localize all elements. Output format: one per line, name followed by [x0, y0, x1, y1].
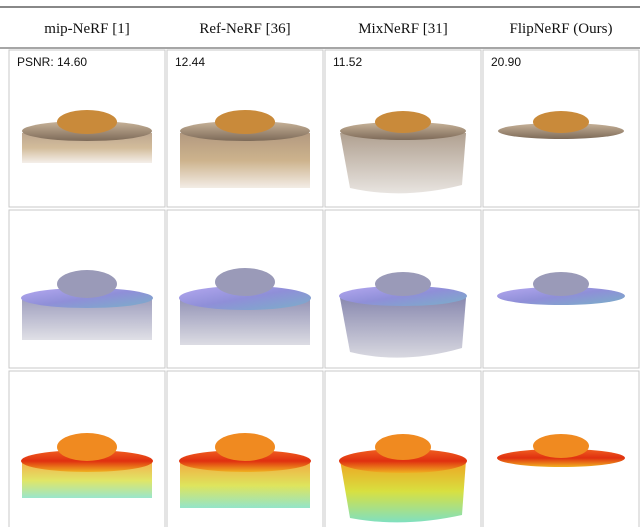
psnr-label: 20.90: [491, 55, 521, 69]
image-grid: [9, 50, 639, 527]
column-header: mip-NeRF [1]: [44, 21, 129, 37]
psnr-label: 11.52: [333, 55, 362, 69]
column-header: FlipNeRF (Ours): [510, 21, 613, 37]
column-header: Ref-NeRF [36]: [199, 21, 290, 37]
psnr-label: PSNR: 14.60: [17, 55, 87, 69]
column-header: MixNeRF [31]: [358, 21, 448, 37]
psnr-label: 12.44: [175, 55, 205, 69]
figure: mip-NeRF [1] Ref-NeRF [36] MixNeRF [31] …: [0, 0, 640, 527]
